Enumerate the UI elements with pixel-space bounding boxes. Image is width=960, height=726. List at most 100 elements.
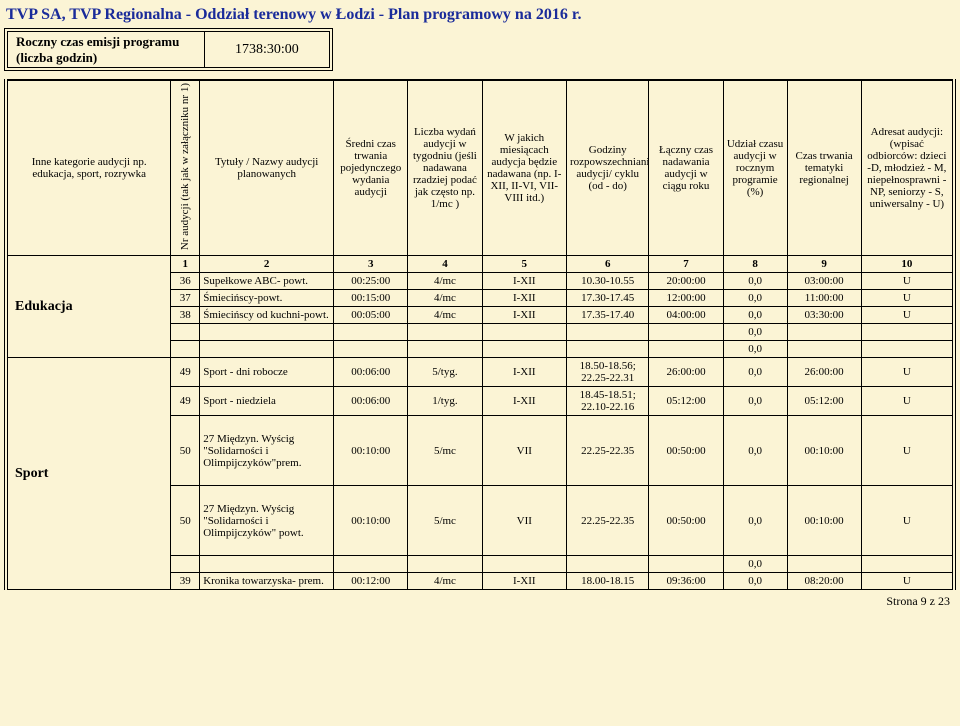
- cell-n: 50: [171, 416, 200, 486]
- cell: U: [861, 573, 954, 590]
- cell: [567, 324, 649, 341]
- cell: 00:05:00: [334, 307, 408, 324]
- cell: 0,0: [723, 556, 787, 573]
- cell: [334, 324, 408, 341]
- cell: [861, 324, 954, 341]
- cell: 4/mc: [408, 573, 482, 590]
- cell: [200, 324, 334, 341]
- cell: [787, 324, 861, 341]
- cell: [787, 556, 861, 573]
- cell: U: [861, 486, 954, 556]
- cell: I-XII: [482, 573, 566, 590]
- cell: 26:00:00: [787, 358, 861, 387]
- cell: [171, 556, 200, 573]
- cell: 00:10:00: [334, 416, 408, 486]
- cell-t: Sport - dni robocze: [200, 358, 334, 387]
- num-1: 1: [171, 256, 200, 273]
- cell: 20:00:00: [649, 273, 723, 290]
- cell: 0,0: [723, 324, 787, 341]
- num-5: 5: [482, 256, 566, 273]
- cell: [334, 341, 408, 358]
- cell: U: [861, 416, 954, 486]
- num-7: 7: [649, 256, 723, 273]
- num-9: 9: [787, 256, 861, 273]
- cell: [171, 341, 200, 358]
- cell: 17.35-17.40: [567, 307, 649, 324]
- cell-n: 36: [171, 273, 200, 290]
- col-months: W jakich miesiącach audycja będzie nadaw…: [482, 80, 566, 256]
- cell: [567, 556, 649, 573]
- cell: [408, 341, 482, 358]
- col-title: Tytuły / Nazwy audycji planowanych: [200, 80, 334, 256]
- program-table: Inne kategorie audycji np. edukacja, spo…: [4, 79, 956, 590]
- cell: VII: [482, 486, 566, 556]
- cell: 04:00:00: [649, 307, 723, 324]
- cell: 4/mc: [408, 290, 482, 307]
- cell: 0,0: [723, 341, 787, 358]
- num-10: 10: [861, 256, 954, 273]
- cell: I-XII: [482, 387, 566, 416]
- summary-value: 1738:30:00: [205, 32, 329, 67]
- cell: 0,0: [723, 573, 787, 590]
- cell-t: Śmiecińscy-powt.: [200, 290, 334, 307]
- summary-label: Roczny czas emisji programu (liczba godz…: [8, 32, 205, 67]
- cell: I-XII: [482, 273, 566, 290]
- cell-n: 37: [171, 290, 200, 307]
- cell: 0,0: [723, 416, 787, 486]
- cell: 18.45-18.51; 22.10-22.16: [567, 387, 649, 416]
- cell: 0,0: [723, 358, 787, 387]
- cell: U: [861, 290, 954, 307]
- cell: 00:12:00: [334, 573, 408, 590]
- cell: 0,0: [723, 387, 787, 416]
- col-share: Udział czasu audycji w rocznym programie…: [723, 80, 787, 256]
- cell: 1/tyg.: [408, 387, 482, 416]
- cell: [408, 324, 482, 341]
- cell: U: [861, 387, 954, 416]
- cell: [649, 341, 723, 358]
- page-title: TVP SA, TVP Regionalna - Oddział terenow…: [6, 6, 954, 24]
- left-cat-l2: edukacja, sport, rozrywka: [32, 168, 146, 180]
- col-regional: Czas trwania tematyki regionalnej: [787, 80, 861, 256]
- cell: 05:12:00: [649, 387, 723, 416]
- cell-t: Supełkowe ABC- powt.: [200, 273, 334, 290]
- cell: 00:06:00: [334, 387, 408, 416]
- cell: 0,0: [723, 486, 787, 556]
- section-sport: Sport: [6, 358, 171, 590]
- cell-n: 38: [171, 307, 200, 324]
- cell: 00:06:00: [334, 358, 408, 387]
- cell: [649, 556, 723, 573]
- cell: 5/mc: [408, 416, 482, 486]
- cell: VII: [482, 416, 566, 486]
- section-edu: Edukacja: [6, 256, 171, 358]
- cell: 18.00-18.15: [567, 573, 649, 590]
- num-2: 2: [200, 256, 334, 273]
- num-3: 3: [334, 256, 408, 273]
- cell-t: 27 Międzyn. Wyścig "Solidarności i Olimp…: [200, 486, 334, 556]
- cell: [861, 341, 954, 358]
- cell: 00:25:00: [334, 273, 408, 290]
- cell: 03:00:00: [787, 273, 861, 290]
- cell: 00:50:00: [649, 486, 723, 556]
- cell: [482, 324, 566, 341]
- left-cat-l1: Inne kategorie audycji np.: [32, 156, 147, 168]
- cell: 12:00:00: [649, 290, 723, 307]
- col-nr-text: Nr audycji (tak jak w załączniku nr 1): [179, 83, 191, 250]
- cell: 17.30-17.45: [567, 290, 649, 307]
- cell-t: Sport - niedziela: [200, 387, 334, 416]
- cell: [787, 341, 861, 358]
- cell: U: [861, 358, 954, 387]
- col-per-week: Liczba wydań audycji w tygodniu (jeśli n…: [408, 80, 482, 256]
- left-category-cell: Inne kategorie audycji np. edukacja, spo…: [6, 80, 171, 256]
- cell: 08:20:00: [787, 573, 861, 590]
- col-avg-time: Średni czas trwania pojedynczego wydania…: [334, 80, 408, 256]
- cell-n: 49: [171, 358, 200, 387]
- col-audience: Adresat audycji: (wpisać odbiorców: dzie…: [861, 80, 954, 256]
- cell: I-XII: [482, 358, 566, 387]
- page-footer: Strona 9 z 23: [4, 594, 956, 609]
- cell: [171, 324, 200, 341]
- cell: 10.30-10.55: [567, 273, 649, 290]
- cell: 03:30:00: [787, 307, 861, 324]
- cell: [482, 556, 566, 573]
- cell: I-XII: [482, 307, 566, 324]
- cell: 0,0: [723, 307, 787, 324]
